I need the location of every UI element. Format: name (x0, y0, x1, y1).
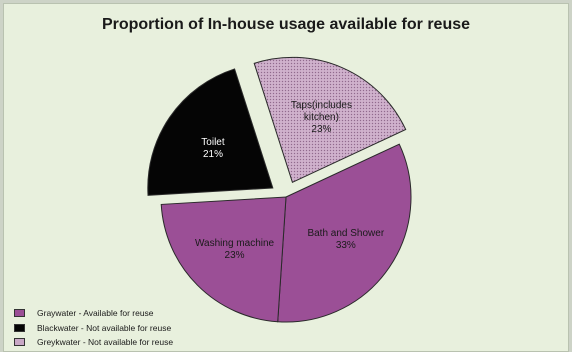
slice-washing-machine (160, 196, 287, 323)
slice-taps-label: Taps(includes kitchen) 23% (291, 100, 352, 135)
slice-toilet (147, 68, 274, 196)
legend-swatch (14, 309, 25, 318)
slice-taps (253, 56, 407, 184)
legend-item: Greykwater - Not available for reuse (14, 335, 173, 350)
legend-swatch (14, 338, 25, 347)
legend-swatch (14, 323, 25, 332)
legend-item: Blackwater - Not available for reuse (14, 321, 173, 336)
slice-bath-shower-label: Bath and Shower 33% (307, 228, 384, 251)
legend-label: Graywater - Available for reuse (37, 308, 154, 319)
slice-bath-shower (277, 143, 412, 323)
legend-item: Graywater - Available for reuse (14, 306, 173, 321)
chart-title: Proportion of In-house usage available f… (101, 16, 471, 33)
legend-label: Blackwater - Not available for reuse (37, 322, 172, 333)
legend: Graywater - Available for reuse Blackwate… (14, 306, 173, 350)
legend-label: Greykwater - Not available for reuse (37, 337, 174, 348)
slice-toilet-label: Toilet 21% (201, 137, 225, 160)
slice-washing-machine-label: Washing machine 23% (195, 238, 275, 261)
